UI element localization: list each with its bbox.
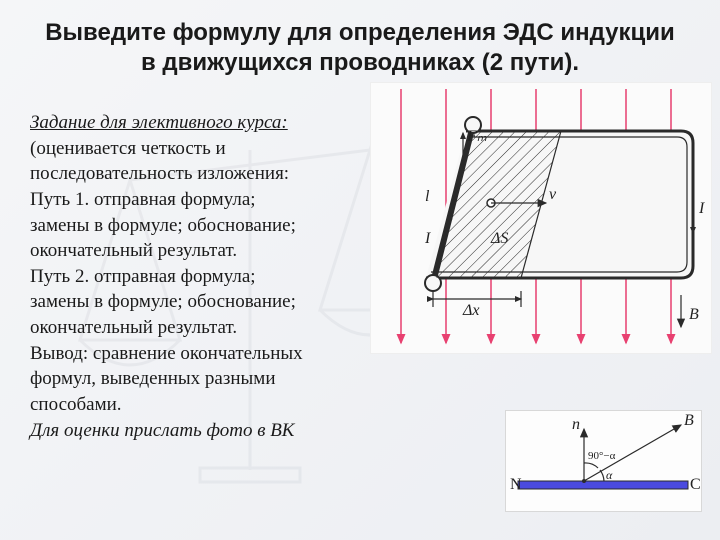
figure-angle: N C n B α 90°−α: [505, 410, 702, 512]
text-line: Вывод: сравнение окончательных: [30, 343, 303, 364]
label-l: l: [425, 188, 430, 205]
label-dS: ΔS: [490, 230, 508, 247]
label-90-alpha: 90°−α: [588, 450, 616, 462]
text-line: Путь 2. отправная формула;: [30, 266, 256, 287]
slide: Выведите формулу для определения ЭДС инд…: [0, 0, 720, 540]
label-n: n: [572, 416, 580, 433]
label-I-right: I: [698, 200, 705, 217]
label-C: C: [690, 476, 701, 493]
text-line: способами.: [30, 394, 122, 415]
text-line-italic: Для оценки прислать фото в ВК: [30, 420, 294, 441]
figure-conductor: Fₘ l I v ΔS Δx I B: [370, 82, 712, 354]
label-Fm: Fₘ: [466, 128, 487, 145]
label-B2: B: [684, 412, 694, 429]
label-v: v: [549, 186, 557, 203]
text-line: последовательность изложения:: [30, 163, 289, 184]
slide-title: Выведите формулу для определения ЭДС инд…: [0, 0, 720, 78]
text-line: окончательный результат.: [30, 240, 237, 261]
task-text-block: Задание для элективного курса: (оценивае…: [30, 110, 360, 443]
text-line: окончательный результат.: [30, 317, 237, 338]
task-heading: Задание для элективного курса:: [30, 112, 288, 133]
text-line: Путь 1. отправная формула;: [30, 189, 256, 210]
label-alpha: α: [606, 468, 613, 482]
text-line: (оценивается четкость и: [30, 138, 226, 159]
label-B1: B: [689, 306, 699, 323]
label-N: N: [510, 476, 522, 493]
label-I-left: I: [424, 230, 431, 247]
text-line: замены в формуле; обоснование;: [30, 215, 296, 236]
text-line: замены в формуле; обоснование;: [30, 291, 296, 312]
label-dx: Δx: [462, 302, 480, 319]
text-line: формул, выведенных разными: [30, 368, 276, 389]
